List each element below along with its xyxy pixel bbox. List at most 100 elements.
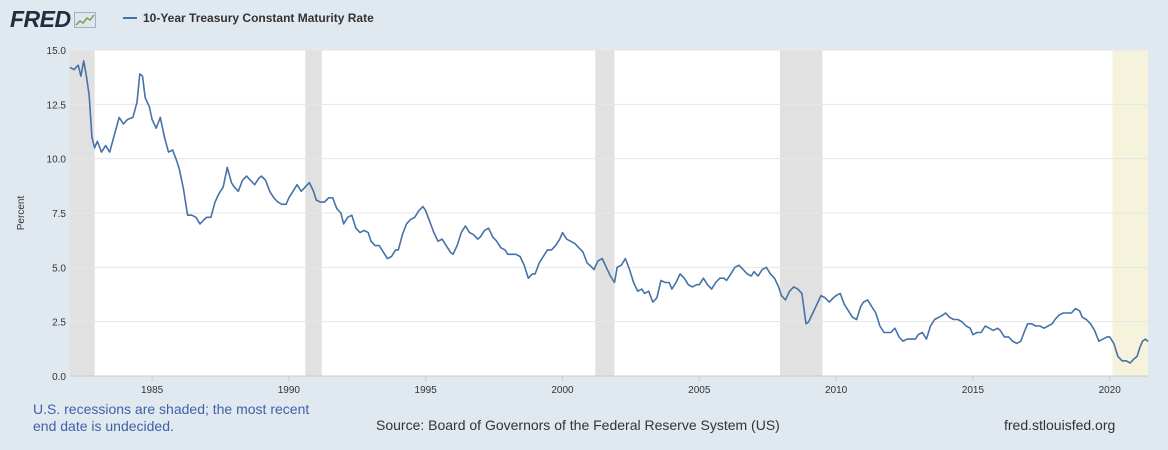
data-point (910, 338, 912, 340)
data-point (551, 249, 552, 251)
data-point (1098, 340, 1100, 342)
data-point (988, 327, 990, 329)
data-point (734, 266, 736, 268)
data-point (1142, 340, 1143, 342)
data-point (254, 184, 256, 186)
data-point (785, 299, 786, 301)
data-point (504, 249, 506, 251)
data-point (246, 175, 247, 177)
data-point (808, 321, 810, 323)
data-point (172, 149, 174, 151)
data-point (300, 190, 302, 192)
y-axis-ticks: 0.0 2.5 5.0 7.5 10.0 12.5 15.0 (47, 46, 67, 383)
data-point (1113, 342, 1115, 344)
y-tick-label-15.0: 15.0 (47, 46, 67, 57)
data-point (1109, 336, 1111, 338)
data-point (1090, 323, 1091, 325)
data-point (258, 177, 260, 179)
data-point (118, 116, 120, 118)
data-point (83, 60, 85, 62)
data-point (1020, 340, 1022, 342)
y-axis-label: Percent (16, 196, 27, 231)
data-point (1012, 340, 1014, 342)
data-point (308, 182, 310, 184)
data-point (992, 329, 994, 331)
data-point (719, 277, 721, 279)
data-point (574, 242, 576, 244)
data-point (1039, 325, 1041, 327)
data-point (562, 232, 563, 234)
data-point (523, 264, 525, 266)
data-point (637, 290, 639, 292)
data-point (386, 258, 388, 260)
data-point (555, 245, 557, 247)
data-point (1133, 358, 1135, 360)
data-point (1008, 336, 1009, 338)
data-point (726, 279, 728, 281)
data-point (355, 227, 357, 229)
data-point (945, 312, 946, 314)
data-point (820, 295, 822, 297)
legend-label: 10-Year Treasury Constant Maturity Rate (143, 11, 374, 25)
data-point (273, 197, 275, 199)
data-point (890, 332, 892, 333)
data-point (997, 327, 998, 329)
data-point (452, 253, 454, 255)
data-point (195, 216, 197, 218)
data-point (542, 256, 544, 257)
x-tick-label-1985: 1985 (141, 385, 164, 396)
data-point (340, 212, 342, 214)
chart-trend-icon (73, 11, 96, 28)
data-point (1075, 308, 1076, 310)
data-point (1085, 319, 1087, 320)
data-point (887, 332, 889, 333)
data-point (469, 232, 470, 234)
data-point (347, 216, 349, 218)
data-point (778, 286, 780, 288)
data-point (391, 256, 392, 257)
data-point (367, 232, 369, 234)
data-point (336, 208, 338, 210)
x-tick-label-1995: 1995 (415, 385, 438, 396)
data-point (1129, 362, 1131, 364)
y-tick-label-12.5: 12.5 (47, 100, 67, 111)
data-point (847, 310, 849, 312)
data-point (488, 227, 490, 229)
data-point (77, 64, 79, 66)
data-point (85, 75, 87, 77)
data-point (683, 277, 685, 279)
data-point (187, 214, 189, 216)
data-point (1035, 325, 1037, 327)
fred-url[interactable]: fred.stlouisfed.org (1004, 417, 1116, 433)
data-point (1066, 312, 1068, 314)
data-point (559, 238, 561, 240)
data-point (1125, 360, 1127, 362)
data-point (805, 323, 807, 325)
data-point (723, 277, 725, 279)
data-point (136, 101, 138, 103)
data-point (429, 221, 431, 223)
data-point (898, 336, 900, 338)
data-point (566, 238, 568, 240)
data-point (359, 232, 361, 234)
data-point (191, 214, 193, 216)
fred-logo[interactable]: FRED (10, 6, 96, 33)
data-point (473, 234, 475, 236)
data-point (586, 262, 588, 264)
data-point (546, 249, 548, 251)
data-point (80, 75, 82, 77)
data-point (527, 277, 529, 279)
data-point (917, 334, 919, 336)
data-point (1147, 340, 1149, 342)
data-point (477, 238, 479, 240)
data-point (214, 201, 216, 203)
data-point (363, 229, 365, 231)
data-point (222, 186, 224, 188)
data-point (679, 273, 681, 275)
fred-wordmark: FRED (10, 6, 71, 32)
data-point (801, 292, 803, 294)
data-point (597, 260, 599, 262)
data-point (644, 292, 646, 294)
data-point (852, 316, 853, 318)
data-point (1016, 342, 1018, 344)
